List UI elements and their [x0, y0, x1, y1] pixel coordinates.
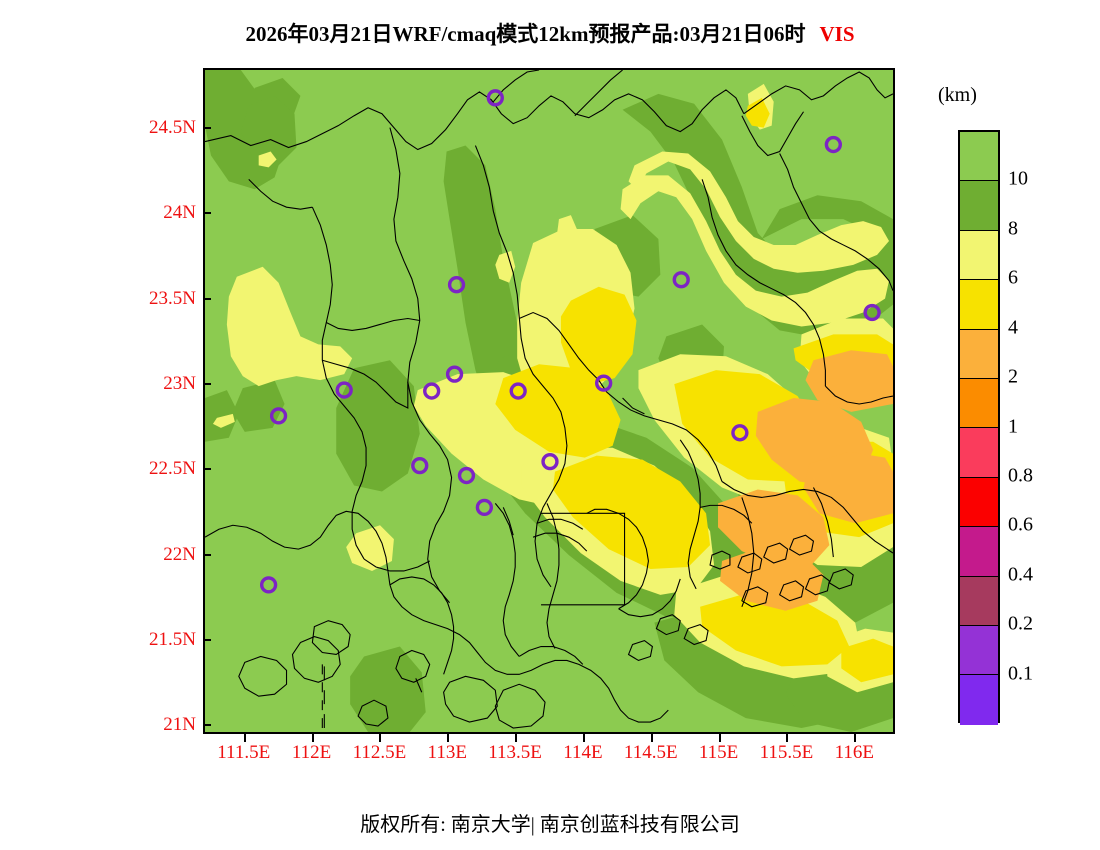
- longitude-tick-mark: [243, 734, 246, 742]
- colorbar-band: [960, 675, 998, 725]
- contour-band-2-4: [718, 350, 893, 611]
- latitude-tick-label: 21N: [163, 714, 196, 736]
- longitude-axis: 111.5E 112E 112.5E 113E 113.5E 114E 114.5E 115E…: [203, 742, 895, 772]
- station-marker[interactable]: [731, 424, 749, 442]
- colorbar-band: [960, 280, 998, 330]
- longitude-tick-mark: [582, 734, 585, 742]
- colorbar-tick-label: 4: [1008, 316, 1018, 339]
- longitude-tick-mark: [515, 734, 518, 742]
- colorbar-band: [960, 527, 998, 577]
- forecast-map-plot[interactable]: [203, 68, 895, 734]
- colorbar-tick-label: 0.1: [1008, 662, 1033, 685]
- longitude-tick-label: 111.5E: [217, 742, 271, 763]
- colorbar-tick-label: 0.8: [1008, 464, 1033, 487]
- title-main-text: 2026年03月21日WRF/cmaq模式12km预报产品:03月21日06时: [245, 22, 806, 46]
- colorbar-band: [960, 132, 998, 182]
- admin-boundaries: [205, 70, 893, 732]
- latitude-tick-mark: [203, 724, 211, 727]
- latitude-tick-label: 24.5N: [149, 116, 196, 138]
- colorbar-band: [960, 477, 998, 528]
- longitude-tick-label: 116E: [834, 742, 874, 763]
- longitude-tick-mark: [311, 734, 314, 742]
- station-marker[interactable]: [423, 382, 441, 400]
- longitude-tick-label: 112E: [291, 742, 332, 763]
- latitude-tick-label: 23.5N: [149, 287, 196, 309]
- colorbar-band: [960, 329, 998, 380]
- longitude-tick-mark: [379, 734, 382, 742]
- station-marker[interactable]: [595, 374, 613, 392]
- longitude-tick-label: 114.5E: [623, 742, 678, 763]
- colorbar-band: [960, 576, 998, 627]
- station-marker[interactable]: [824, 135, 842, 154]
- station-marker[interactable]: [411, 456, 429, 475]
- colorbar-tick-label: 1: [1008, 415, 1018, 437]
- colorbar-tick-label: 0.6: [1008, 513, 1033, 536]
- latitude-tick-label: 21.5N: [149, 629, 196, 651]
- longitude-tick-label: 113E: [427, 742, 467, 763]
- colorbar-tick-label: 2: [1008, 365, 1018, 388]
- station-marker[interactable]: [447, 276, 466, 294]
- copyright-footer: 版权所有: 南京大学| 南京创蓝科技有限公司: [360, 814, 740, 836]
- station-marker[interactable]: [509, 382, 527, 400]
- station-marker[interactable]: [486, 89, 504, 107]
- colorbar[interactable]: [958, 130, 1000, 725]
- longitude-tick-label: 112.5E: [352, 742, 407, 763]
- title-variable-label: VIS: [819, 22, 855, 46]
- station-marker[interactable]: [269, 407, 288, 425]
- latitude-tick-label: 22.5N: [149, 458, 196, 480]
- longitude-tick-mark: [447, 734, 450, 742]
- longitude-tick-mark: [786, 734, 789, 742]
- colorbar-band: [960, 181, 998, 231]
- station-marker[interactable]: [445, 365, 464, 383]
- colorbar-tick-label: 6: [1008, 266, 1018, 289]
- station-markers[interactable]: [259, 89, 881, 594]
- latitude-tick-mark: [203, 126, 211, 129]
- station-marker[interactable]: [457, 466, 476, 485]
- longitude-tick-label: 113.5E: [488, 742, 542, 763]
- latitude-tick-label: 23N: [163, 372, 196, 394]
- colorbar-band: [960, 428, 998, 478]
- latitude-tick-mark: [203, 553, 211, 556]
- longitude-tick-mark: [650, 734, 653, 742]
- station-marker[interactable]: [335, 381, 353, 399]
- longitude-tick-mark: [854, 734, 857, 742]
- longitude-tick-mark: [718, 734, 721, 742]
- page-title: 2026年03月21日WRF/cmaq模式12km预报产品:03月21日06时 V…: [0, 18, 1100, 48]
- latitude-tick-mark: [203, 468, 211, 471]
- longitude-tick-label: 114E: [563, 742, 603, 763]
- longitude-tick-label: 115.5E: [759, 742, 814, 763]
- colorbar-tick-label: 0.4: [1008, 563, 1033, 586]
- colorbar-band: [960, 379, 998, 429]
- colorbar-tick-label: 10: [1008, 167, 1028, 190]
- station-marker[interactable]: [475, 498, 494, 517]
- latitude-axis: 21N 21.5N 22N 22.5N 23N 23.5N 24N 24.5N: [110, 68, 196, 736]
- colorbar-unit-label: (km): [938, 84, 977, 106]
- latitude-tick-label: 24N: [163, 202, 196, 224]
- latitude-tick-mark: [203, 212, 211, 215]
- colorbar-band: [960, 230, 998, 281]
- colorbar-band: [960, 626, 998, 676]
- colorbar-tick-label: 0.2: [1008, 612, 1033, 635]
- latitude-tick-label: 22N: [163, 543, 196, 565]
- latitude-tick-mark: [203, 297, 211, 300]
- latitude-tick-mark: [203, 382, 211, 385]
- station-marker[interactable]: [672, 271, 690, 289]
- map-canvas: [205, 70, 893, 732]
- station-marker[interactable]: [259, 576, 278, 594]
- station-marker[interactable]: [541, 452, 559, 471]
- longitude-tick-label: 115E: [698, 742, 739, 763]
- latitude-tick-mark: [203, 639, 211, 642]
- station-marker[interactable]: [863, 303, 881, 322]
- colorbar-tick-label: 8: [1008, 217, 1018, 240]
